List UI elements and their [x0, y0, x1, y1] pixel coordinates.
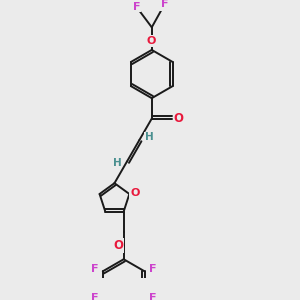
Text: F: F: [92, 264, 99, 274]
Text: O: O: [130, 188, 140, 198]
Text: F: F: [148, 264, 156, 274]
Text: F: F: [92, 292, 99, 300]
Text: O: O: [113, 239, 123, 252]
Text: F: F: [148, 292, 156, 300]
Text: H: H: [145, 132, 154, 142]
Text: H: H: [113, 158, 122, 167]
Text: F: F: [133, 2, 141, 11]
Text: O: O: [174, 112, 184, 125]
Text: F: F: [161, 0, 169, 9]
Text: O: O: [146, 36, 156, 46]
